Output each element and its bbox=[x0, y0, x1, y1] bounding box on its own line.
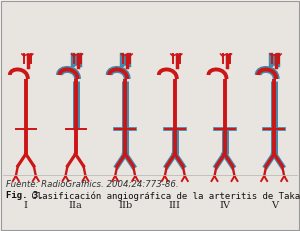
Text: III: III bbox=[169, 201, 181, 210]
Text: IIb: IIb bbox=[118, 201, 132, 210]
Text: V: V bbox=[271, 201, 278, 210]
Text: IIa: IIa bbox=[69, 201, 82, 210]
Text: I: I bbox=[24, 201, 28, 210]
Text: IV: IV bbox=[219, 201, 230, 210]
Text: Fig. 3.: Fig. 3. bbox=[6, 191, 43, 201]
Text: Clasificación angiográfica de la arteritis de Takayasu: Clasificación angiográfica de la arterit… bbox=[26, 191, 300, 201]
Text: Fuente: RadioGrafhics. 2004;24:773-86.: Fuente: RadioGrafhics. 2004;24:773-86. bbox=[6, 179, 178, 188]
